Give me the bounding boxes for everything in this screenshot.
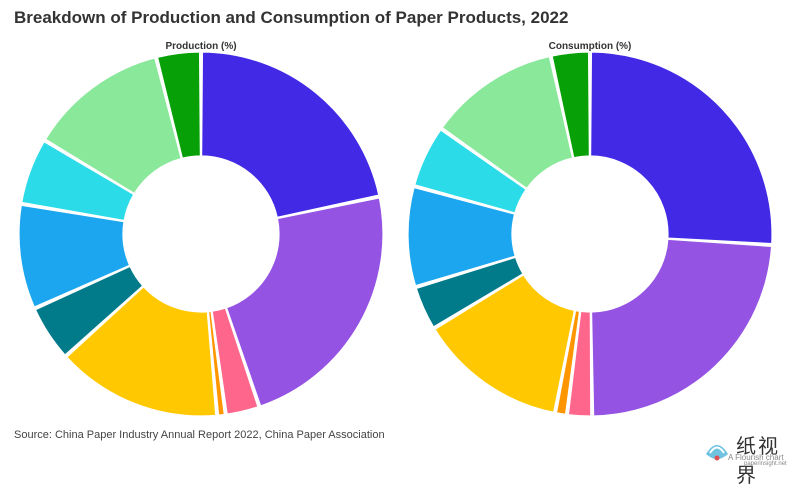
flourish-credit: A Flourish chart — [728, 453, 784, 462]
consumption-slice-7[interactable] — [414, 129, 527, 214]
production-slice-7[interactable] — [21, 141, 135, 222]
consumption-donut-chart — [407, 51, 773, 417]
consumption-slice-5[interactable] — [415, 256, 524, 328]
production-chart-title: Production (%) — [165, 41, 237, 52]
logo-badge-icon — [706, 445, 728, 461]
production-slice-9[interactable] — [156, 51, 201, 159]
chart-title: Breakdown of Production and Consumption … — [14, 8, 569, 27]
production-slice-4[interactable] — [66, 286, 217, 417]
consumption-slice-2[interactable] — [567, 310, 592, 417]
source-note: Source: China Paper Industry Annual Repo… — [14, 429, 385, 441]
production-slice-0[interactable] — [201, 51, 380, 218]
consumption-slice-9[interactable] — [551, 51, 590, 159]
consumption-slice-3[interactable] — [555, 310, 581, 415]
consumption-slice-4[interactable] — [434, 274, 576, 413]
production-slice-6[interactable] — [18, 204, 131, 308]
production-donut-chart — [18, 51, 384, 417]
consumption-slice-8[interactable] — [441, 56, 574, 190]
logo-url: paperinsight.net — [744, 461, 787, 467]
production-slice-8[interactable] — [44, 57, 182, 195]
production-slice-5[interactable] — [34, 265, 144, 356]
logo: 纸视界 A Flourish chart paperinsight.net — [700, 430, 800, 487]
production-slice-2[interactable] — [211, 307, 259, 415]
consumption-slice-6[interactable] — [407, 186, 516, 287]
consumption-slice-0[interactable] — [590, 51, 773, 245]
consumption-slice-1[interactable] — [590, 238, 773, 417]
production-slice-1[interactable] — [225, 197, 384, 407]
consumption-chart-title: Consumption (%) — [548, 41, 632, 52]
production-slice-3[interactable] — [207, 310, 225, 416]
